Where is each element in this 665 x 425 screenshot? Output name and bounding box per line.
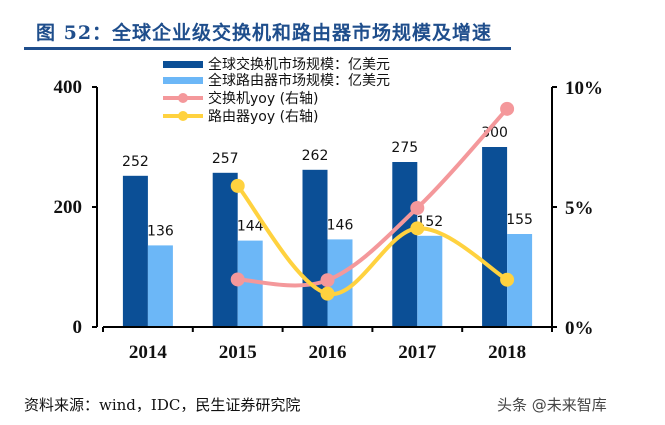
watermark: 头条 @未来智库 <box>497 396 607 414</box>
figure-title: 图 52：全球企业级交换机和路由器市场规模及增速 <box>36 22 493 44</box>
data-label: 155 <box>506 212 533 228</box>
legend-swatch-router <box>163 77 203 84</box>
switch-yoy-point <box>230 272 245 287</box>
bar-switch <box>482 147 508 327</box>
source-note: 资料来源：wind，IDC，民生证券研究院 <box>24 396 301 414</box>
data-label: 262 <box>302 148 329 164</box>
left-tick-label: 400 <box>54 77 83 98</box>
right-tick-label: 5% <box>565 198 594 219</box>
data-label: 275 <box>391 140 418 156</box>
bar-router <box>417 235 443 327</box>
router-yoy-point <box>320 286 335 301</box>
bar-router <box>147 245 173 327</box>
data-label: 252 <box>122 154 149 170</box>
bar-switch <box>122 175 148 327</box>
legend-label: 路由器yoy (右轴) <box>208 109 319 125</box>
right-tick-label: 0% <box>565 318 594 339</box>
switch-yoy-point <box>320 273 335 288</box>
left-tick-label: 200 <box>54 197 83 218</box>
legend-swatch-marker <box>178 111 188 121</box>
left-tick-label: 0 <box>73 317 83 338</box>
router-yoy-point <box>500 272 515 287</box>
switch-yoy-point <box>410 200 425 215</box>
x-tick-label: 2014 <box>129 342 168 363</box>
x-tick-label: 2018 <box>488 342 526 363</box>
data-label: 144 <box>237 219 264 235</box>
router-yoy-point <box>230 178 245 193</box>
bar-switch <box>392 162 418 327</box>
x-tick-label: 2016 <box>309 342 347 363</box>
legend-label: 全球路由器市场规模：亿美元 <box>208 72 390 89</box>
data-label: 146 <box>327 217 354 233</box>
router-yoy-line <box>236 184 509 296</box>
data-label: 257 <box>212 151 239 167</box>
right-tick-label: 10% <box>565 78 603 99</box>
x-tick-label: 2015 <box>219 342 257 363</box>
legend-swatch-marker <box>178 93 188 103</box>
bar-switch <box>302 169 328 327</box>
x-tick-label: 2017 <box>398 342 437 363</box>
legend-label: 全球交换机市场规模：亿美元 <box>208 56 390 73</box>
title-rule <box>24 47 511 50</box>
legend-swatch-switch <box>163 61 203 68</box>
switch-yoy-line <box>237 107 509 288</box>
switch-yoy-point <box>500 101 515 116</box>
legend-label: 交换机yoy (右轴) <box>208 90 319 107</box>
bar-switch <box>212 172 238 327</box>
data-label: 136 <box>147 223 174 239</box>
router-yoy-point <box>410 221 425 236</box>
